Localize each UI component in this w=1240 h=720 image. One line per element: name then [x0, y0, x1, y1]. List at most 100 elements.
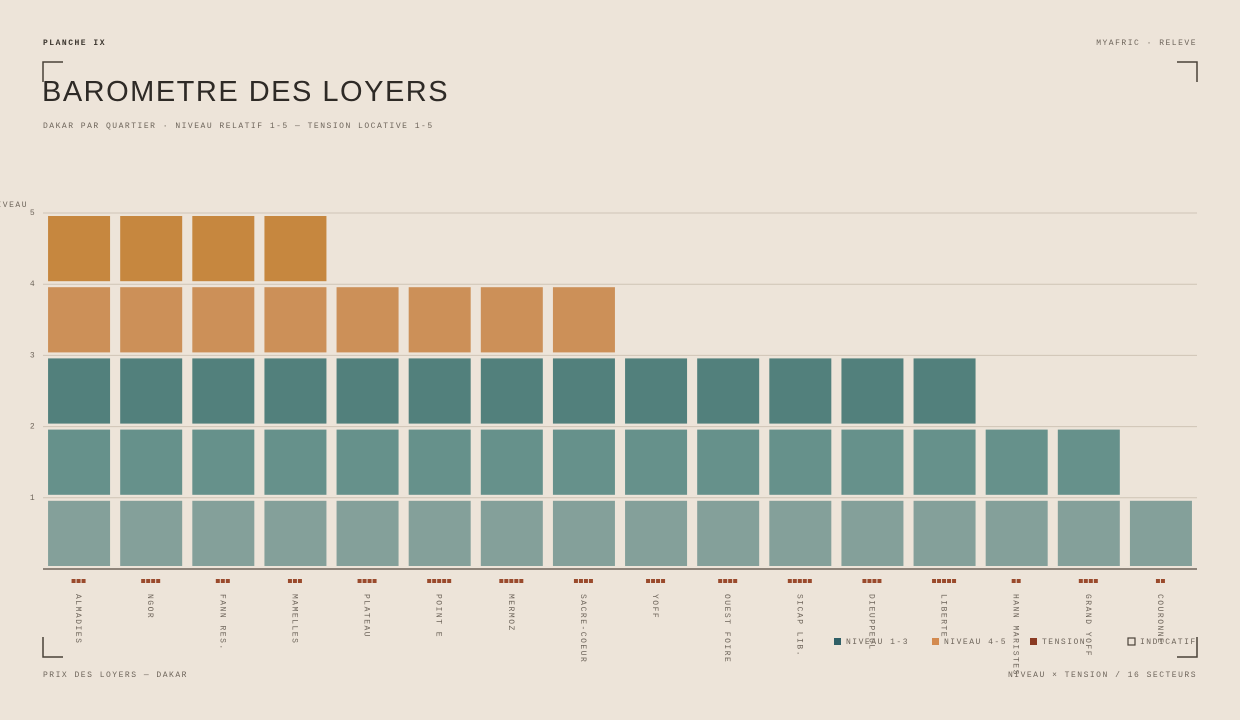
unit-square	[48, 358, 111, 424]
tension-dot	[156, 579, 161, 583]
tension-dot	[661, 579, 666, 583]
y-tick-label: 4	[30, 280, 36, 289]
unit-square	[336, 358, 399, 424]
chart-subtitle: DAKAR PAR QUARTIER · NIVEAU RELATIF 1-5 …	[43, 122, 434, 131]
unit-square	[697, 500, 760, 566]
unit-square	[985, 500, 1048, 566]
unit-square	[264, 429, 327, 495]
unit-square	[480, 429, 543, 495]
unit-square	[985, 429, 1048, 495]
unit-square	[192, 287, 255, 353]
x-tick-label: SICAP LIB.	[794, 594, 803, 657]
tension-dot	[146, 579, 151, 583]
tension-dot	[76, 579, 81, 583]
x-tick-label: MERMOZ	[506, 594, 515, 632]
tension-dot	[656, 579, 661, 583]
tension-dot	[362, 579, 367, 583]
tension-dot	[932, 579, 937, 583]
unit-square	[841, 358, 904, 424]
x-tick-label: COURONNE	[1155, 594, 1164, 644]
x-tick-label: FANN RES.	[217, 594, 226, 651]
unit-square	[408, 358, 471, 424]
tension-dot	[728, 579, 733, 583]
tension-dot	[1016, 579, 1021, 583]
tension-dot	[367, 579, 372, 583]
unit-square	[336, 429, 399, 495]
tension-dot	[432, 579, 437, 583]
tension-dot	[1160, 579, 1165, 583]
footer-right: NIVEAU × TENSION / 16 SECTEURS	[1008, 671, 1197, 680]
unit-square	[769, 358, 832, 424]
brand: MYAFRIC · RELEVE	[1096, 39, 1197, 48]
tension-dot	[787, 579, 792, 583]
tension-dot	[1011, 579, 1016, 583]
tension-dot	[573, 579, 578, 583]
unit-square	[120, 358, 183, 424]
tension-dot	[499, 579, 504, 583]
tension-dot	[877, 579, 882, 583]
x-tick-label: GRAND YOFF	[1083, 594, 1092, 657]
unit-square	[552, 429, 615, 495]
tension-dot	[220, 579, 225, 583]
legend-swatch	[1127, 637, 1136, 646]
unit-square	[120, 500, 183, 566]
tension-dot	[297, 579, 302, 583]
x-tick-label: YOFF	[650, 594, 659, 619]
x-tick-label: ALMADIES	[73, 594, 82, 644]
legend-label: TENSION	[1042, 638, 1086, 647]
tension-dot	[372, 579, 377, 583]
tension-dot	[646, 579, 651, 583]
y-axis-label: NIVEAU	[0, 201, 28, 210]
unit-square	[913, 358, 976, 424]
unit-square	[552, 358, 615, 424]
unit-square	[192, 500, 255, 566]
unit-square	[913, 429, 976, 495]
tension-dot	[151, 579, 156, 583]
unit-square	[48, 216, 111, 282]
unit-square	[625, 429, 688, 495]
x-tick-label: NGOR	[145, 594, 154, 619]
tension-dot	[519, 579, 524, 583]
tension-dot	[723, 579, 728, 583]
unit-square	[120, 216, 183, 282]
tension-dot	[583, 579, 588, 583]
tension-dot	[867, 579, 872, 583]
unit-square	[841, 429, 904, 495]
legend-label: NIVEAU 1-3	[846, 638, 909, 647]
plate-label: PLANCHE IX	[43, 39, 106, 48]
tension-dot	[1093, 579, 1098, 583]
tension-dot	[651, 579, 656, 583]
unit-square	[264, 358, 327, 424]
tension-dot	[578, 579, 583, 583]
tension-dot	[718, 579, 723, 583]
tension-dot	[1155, 579, 1160, 583]
unit-square	[480, 287, 543, 353]
tension-dot	[357, 579, 362, 583]
tension-dot	[1088, 579, 1093, 583]
tension-dot	[802, 579, 807, 583]
tension-dot	[447, 579, 452, 583]
unit-square	[264, 500, 327, 566]
tension-dot	[81, 579, 86, 583]
unit-square	[48, 287, 111, 353]
corner-brackets	[42, 61, 1198, 658]
unit-square	[625, 500, 688, 566]
unit-square	[769, 429, 832, 495]
tension-dot	[509, 579, 514, 583]
tension-dot	[937, 579, 942, 583]
unit-square	[552, 500, 615, 566]
x-tick-label: DIEUPPEUL	[866, 594, 875, 651]
unit-square	[192, 216, 255, 282]
legend-swatch	[1030, 638, 1037, 645]
unit-square	[1057, 429, 1120, 495]
tension-dot	[514, 579, 519, 583]
y-tick-label: 2	[30, 423, 36, 432]
y-tick-label: 1	[30, 494, 36, 503]
tension-dot	[588, 579, 593, 583]
tension-dot	[792, 579, 797, 583]
unit-square	[336, 287, 399, 353]
unit-square	[625, 358, 688, 424]
unit-square	[841, 500, 904, 566]
unit-square	[480, 500, 543, 566]
x-tick-label: OUEST FOIRE	[722, 594, 731, 663]
